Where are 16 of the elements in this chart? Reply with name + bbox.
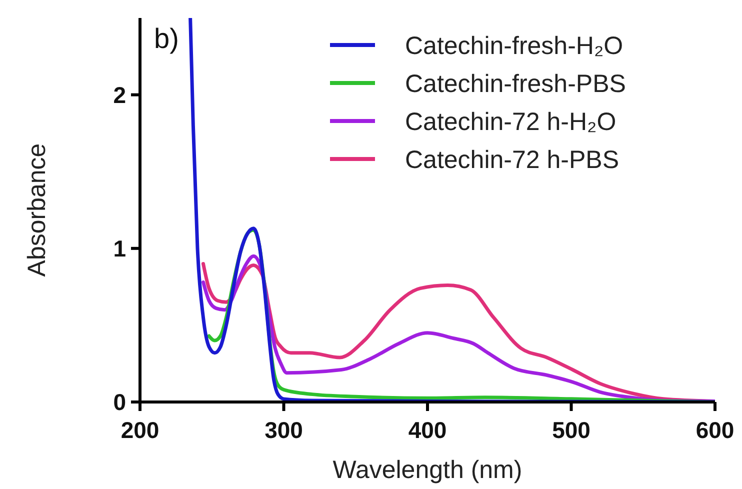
x-axis-title: Wavelength (nm) [332,456,522,484]
legend-label: Catechin-72 h-H₂O [405,108,616,136]
legend-label: Catechin-fresh-H₂O [405,32,624,60]
x-tick-label: 300 [264,417,303,443]
y-tick-label: 1 [113,235,126,262]
annotation: b) [154,23,179,54]
x-tick-label: 500 [552,417,590,443]
x-tick-label: 200 [120,417,160,443]
legend-label: Catechin-fresh-PBS [405,70,626,98]
legend-label: Catechin-72 h-PBS [405,146,620,174]
line-series [188,18,715,402]
y-tick-label: 2 [113,82,126,108]
y-tick-label: 0 [113,389,126,416]
y-axis-title: Absorbance [23,143,51,277]
x-tick-label: 400 [408,417,447,443]
x-tick-label: 600 [696,417,734,443]
